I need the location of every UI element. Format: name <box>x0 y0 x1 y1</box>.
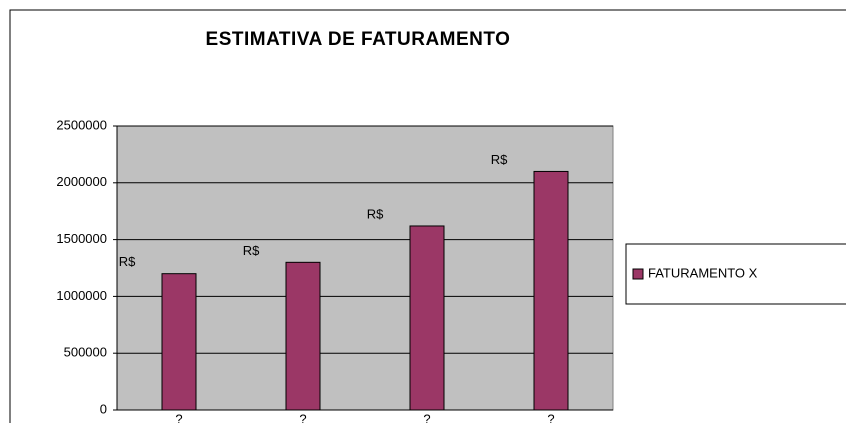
chart-title: ESTIMATIVA DE FATURAMENTO <box>206 29 511 50</box>
y-tick-label: 0 <box>100 401 107 416</box>
plot-area <box>116 125 614 411</box>
y-tick-label: 2000000 <box>56 174 107 189</box>
x-tick-label: ? <box>299 411 306 423</box>
legend-box <box>625 243 846 305</box>
x-tick-label: ? <box>423 411 430 423</box>
legend-label: FATURAMENTO X <box>648 265 758 280</box>
data-label: R$ <box>243 243 260 258</box>
bar <box>533 170 569 411</box>
legend-marker <box>632 268 644 280</box>
bar <box>409 225 445 411</box>
data-label: R$ <box>491 152 508 167</box>
y-tick-label: 500000 <box>64 345 107 360</box>
bar <box>161 273 197 411</box>
data-label: R$ <box>367 206 384 221</box>
y-tick-label: 1500000 <box>56 231 107 246</box>
bar <box>285 261 321 411</box>
y-tick-label: 1000000 <box>56 288 107 303</box>
data-label: R$ <box>119 254 136 269</box>
y-tick-label: 2500000 <box>56 117 107 132</box>
x-tick-label: ? <box>175 411 182 423</box>
x-tick-label: ? <box>547 411 554 423</box>
